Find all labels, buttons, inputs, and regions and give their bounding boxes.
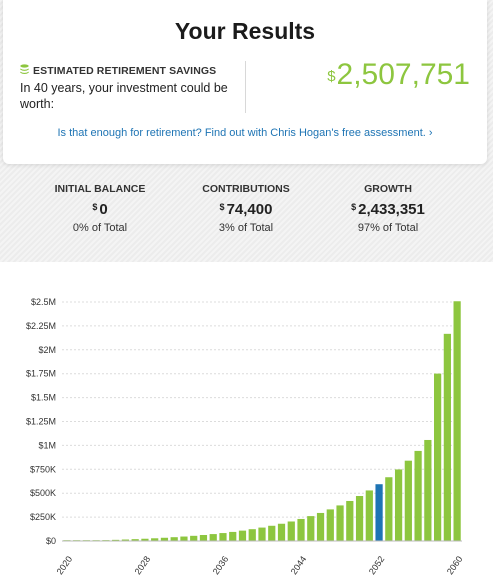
chart-bar <box>287 521 295 541</box>
y-tick-label: $750K <box>30 464 56 474</box>
chart-bar <box>258 527 266 541</box>
currency-symbol: $ <box>219 202 225 212</box>
estimated-savings-description: In 40 years, your investment could be wo… <box>20 81 228 111</box>
chart-bar <box>404 460 412 541</box>
chart-bar <box>355 496 364 541</box>
currency-symbol: $ <box>327 68 336 85</box>
stat-percent: 97% of Total <box>357 222 419 234</box>
chart-bar <box>131 539 139 541</box>
stat-contributions: CONTRIBUTIONS $74,400 3% of Total <box>164 183 328 234</box>
chart-bar <box>229 531 237 541</box>
stat-value: $74,400 <box>164 201 328 218</box>
chart-bar <box>170 537 178 541</box>
stack-icon <box>20 64 29 74</box>
estimated-savings-label-text: ESTIMATED RETIREMENT SAVINGS <box>33 65 217 77</box>
stat-label: CONTRIBUTIONS <box>202 183 290 195</box>
x-tick-label: 2060 <box>445 554 465 576</box>
chart-bar <box>141 538 149 541</box>
y-tick-label: $2.5M <box>31 297 56 307</box>
chart-bar <box>209 534 217 541</box>
stat-growth: GROWTH $2,433,351 97% of Total <box>306 183 470 234</box>
x-tick-label: 2028 <box>133 554 153 576</box>
chart-bar <box>121 539 130 541</box>
x-tick-label: 2036 <box>211 554 231 576</box>
chart-bar <box>326 509 334 541</box>
stat-label: INITIAL BALANCE <box>54 183 146 195</box>
y-tick-label: $0 <box>46 536 56 546</box>
chart-bar <box>160 537 169 541</box>
chart-bar <box>151 538 159 541</box>
estimated-savings-label: ESTIMATED RETIREMENT SAVINGS <box>20 64 216 77</box>
y-tick-label: $2M <box>38 345 56 355</box>
chart-bar <box>112 539 120 541</box>
y-tick-label: $1.25M <box>26 417 56 427</box>
chart-bar <box>277 523 286 541</box>
chart-bar <box>394 469 403 541</box>
chart-bar <box>424 439 432 541</box>
card-divider <box>245 61 246 113</box>
chart-bar <box>180 536 188 541</box>
stat-value-number: 74,400 <box>226 201 273 218</box>
chart-bar <box>268 525 276 541</box>
stat-value: $0 <box>18 201 182 218</box>
highlighted-bar <box>375 484 383 541</box>
chart-bar <box>453 301 461 541</box>
stat-value-number: 2,433,351 <box>358 201 425 218</box>
chart-bar <box>443 333 451 541</box>
stat-value: $2,433,351 <box>306 201 470 218</box>
chart-bar <box>238 530 247 541</box>
chart-bar <box>346 500 354 541</box>
currency-symbol: $ <box>351 202 357 212</box>
chart-bar <box>199 534 208 541</box>
x-tick-label: 2020 <box>55 554 75 576</box>
page-title: Your Results <box>174 18 316 44</box>
y-tick-label: $500K <box>30 488 56 498</box>
savings-growth-chart: $0 $250K $500K $750K $1M $1.25M $1.5M $1.75M $2M… <box>26 297 465 576</box>
estimated-savings-amount: $2,507,751 <box>327 58 470 92</box>
chart-bar <box>336 505 344 541</box>
y-tick-label: $1.75M <box>26 369 56 379</box>
chart-bar <box>219 533 227 541</box>
chart-bar <box>414 450 422 541</box>
chart-bar <box>307 516 315 541</box>
chart-bar <box>385 477 393 541</box>
chart-bar <box>297 518 305 541</box>
chart-bar <box>434 373 442 541</box>
y-tick-label: $250K <box>30 512 56 522</box>
stat-percent: 3% of Total <box>218 222 274 234</box>
chart-bar <box>190 535 198 541</box>
x-tick-label: 2044 <box>289 554 309 576</box>
retirement-assessment-link[interactable]: Is that enough for retirement? Find out … <box>57 127 433 139</box>
chart-bar <box>248 529 256 541</box>
stat-value-number: 0 <box>99 201 108 218</box>
y-tick-label: $1.5M <box>31 393 56 403</box>
y-tick-label: $2.25M <box>26 321 56 331</box>
y-tick-label: $1M <box>38 440 56 450</box>
x-tick-label: 2052 <box>367 554 387 576</box>
stat-label: GROWTH <box>364 183 412 195</box>
estimated-savings-value: 2,507,751 <box>336 58 470 91</box>
results-card: Your Results ESTIMATED RETIREMENT SAVING… <box>3 0 487 164</box>
chart-bar <box>365 490 373 541</box>
stat-percent: 0% of Total <box>72 222 128 234</box>
stat-initial-balance: INITIAL BALANCE $0 0% of Total <box>18 183 182 234</box>
chart-bar <box>316 512 325 541</box>
currency-symbol: $ <box>92 202 98 212</box>
